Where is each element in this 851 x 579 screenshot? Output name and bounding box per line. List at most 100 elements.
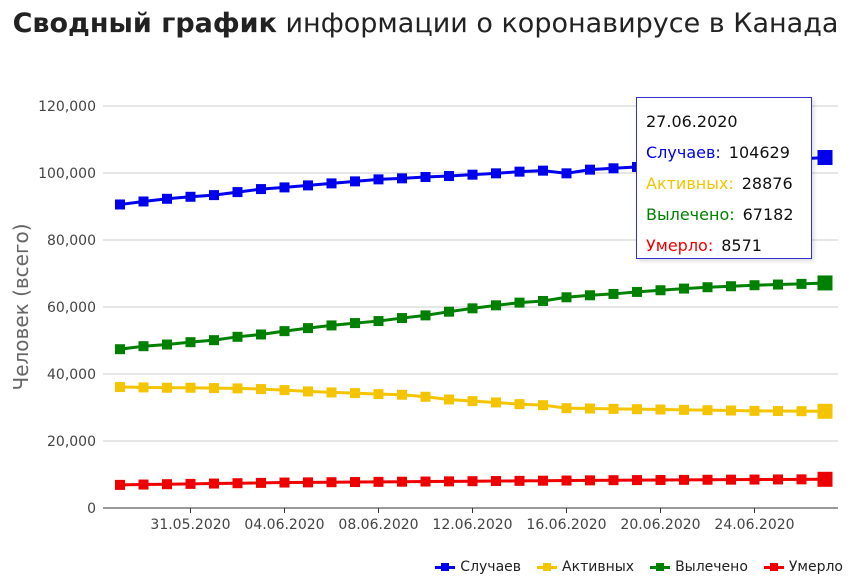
data-point: [467, 169, 478, 180]
data-point: [467, 303, 478, 314]
data-point: [115, 199, 125, 210]
data-point: [209, 478, 219, 489]
data-point: [514, 166, 525, 177]
data-point: [444, 306, 454, 317]
data-point-highlighted: [817, 149, 833, 165]
data-point: [232, 478, 243, 489]
legend-item-recovered[interactable]: Вылечено: [650, 559, 748, 575]
data-point: [538, 165, 548, 176]
data-point: [444, 171, 454, 182]
tooltip-row-active: Активных: 28876: [646, 170, 811, 201]
y-tick-label: 20,000: [47, 434, 96, 450]
data-point: [585, 164, 595, 175]
data-point: [702, 282, 713, 293]
legend-swatch: [763, 562, 784, 572]
tooltip-label: Активных:: [646, 174, 734, 193]
data-point: [279, 385, 290, 396]
data-point: [303, 323, 313, 334]
data-point: [162, 382, 172, 393]
y-tick-label: 60,000: [47, 300, 96, 316]
data-point: [185, 478, 196, 489]
tooltip-row-cases: Случаев: 104629: [646, 139, 811, 170]
data-point: [350, 388, 360, 399]
data-point: [726, 474, 736, 485]
data-point: [749, 280, 760, 291]
data-point: [585, 290, 595, 301]
data-point: [538, 400, 548, 411]
chart-title: Сводный график информации о коронавирусе…: [0, 4, 851, 43]
data-point: [209, 383, 219, 394]
data-point: [256, 384, 266, 395]
data-point: [397, 173, 407, 184]
series-deaths: [115, 471, 833, 490]
data-point: [350, 176, 360, 187]
tooltip-value: 67182: [742, 205, 794, 224]
legend-item-cases[interactable]: Случаев: [435, 559, 521, 575]
data-point: [115, 382, 125, 393]
tooltip-value: 8571: [721, 236, 762, 255]
data-point: [138, 341, 149, 352]
x-tick-label: 16.06.2020: [526, 517, 606, 533]
data-point: [185, 382, 196, 393]
data-point: [491, 168, 501, 179]
data-point: [256, 477, 266, 488]
data-point: [585, 475, 595, 486]
legend-swatch: [435, 562, 456, 572]
tooltip-label: Умерло:: [646, 236, 714, 255]
data-point: [397, 313, 407, 324]
data-point: [467, 476, 478, 487]
y-tick-label: 80,000: [47, 233, 96, 249]
data-point: [232, 187, 243, 198]
data-point: [326, 320, 337, 331]
series-line: [119, 281, 826, 351]
series-recovered: [115, 275, 833, 355]
data-point: [538, 295, 548, 306]
legend-label: Умерло: [788, 559, 843, 575]
data-point: [185, 337, 196, 348]
data-point: [279, 477, 290, 488]
data-point: [632, 475, 642, 486]
tooltip-row-recovered: Вылечено: 67182: [646, 201, 811, 232]
data-point: [773, 279, 783, 290]
data-point: [373, 316, 384, 327]
chart-title-bold: Сводный график: [12, 8, 277, 39]
data-point: [561, 403, 572, 414]
data-point: [420, 391, 431, 402]
data-point: [162, 479, 172, 490]
legend-swatch: [537, 562, 558, 572]
data-point: [326, 387, 337, 398]
legend-label: Вылечено: [675, 559, 748, 575]
x-tick-label: 31.05.2020: [150, 517, 230, 533]
data-point: [444, 394, 454, 405]
data-point: [679, 283, 689, 294]
data-point: [608, 163, 619, 174]
legend-label: Активных: [562, 559, 635, 575]
tooltip-value: 104629: [728, 143, 790, 162]
data-point: [796, 406, 807, 417]
data-point: [796, 474, 807, 485]
tooltip-date: 27.06.2020: [646, 112, 738, 131]
y-axis-ticks: 0 20,000 40,000 60,000 80,000 100,000 120,000: [38, 99, 96, 517]
series-group[interactable]: [115, 149, 833, 490]
data-point: [209, 190, 219, 201]
data-point: [773, 474, 783, 485]
data-point: [232, 331, 243, 342]
data-point: [608, 403, 619, 414]
legend-item-deaths[interactable]: Умерло: [763, 559, 843, 575]
chart-legend: Случаев Активных Вылечено Умерло: [419, 556, 843, 578]
data-point: [420, 310, 431, 321]
data-point: [115, 479, 125, 490]
tooltip-label: Вылечено:: [646, 205, 735, 224]
data-point: [138, 479, 149, 490]
data-point: [350, 318, 360, 329]
data-point: [373, 476, 384, 487]
data-point: [420, 476, 431, 487]
legend-item-active[interactable]: Активных: [537, 559, 634, 575]
data-point: [585, 403, 595, 414]
data-point: [773, 406, 783, 417]
data-point: [162, 339, 172, 350]
chart-title-rest: информации о коронавирусе в Канада: [276, 8, 839, 39]
tooltip-label: Случаев:: [646, 143, 721, 162]
data-point: [162, 193, 172, 204]
